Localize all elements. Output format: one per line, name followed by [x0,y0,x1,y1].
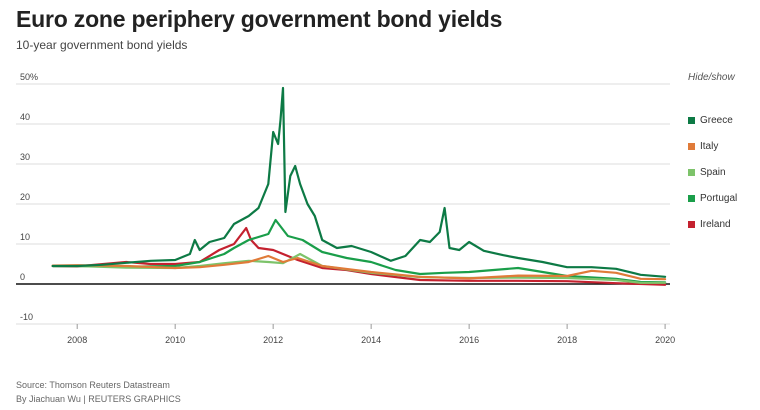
series-line-portugal [51,218,667,284]
y-tick-label: 10 [20,232,30,242]
x-tick-label: 2018 [557,335,577,345]
credit-note: By Jiachuan Wu | REUTERS GRAPHICS [16,394,181,404]
y-tick-label: 50% [20,72,38,82]
greece-swatch-icon [688,116,695,124]
legend-label-portugal: Portugal [700,192,738,204]
x-tick-label: 2016 [459,335,479,345]
source-note: Source: Thomson Reuters Datastream [16,380,170,390]
x-tick-label: 2010 [165,335,185,345]
portugal-swatch-icon [688,194,695,202]
legend-label-ireland: Ireland [700,218,731,230]
legend-item-greece[interactable]: Greece [688,107,758,133]
hide-show-toggle[interactable]: Hide/show [688,72,735,83]
spain-swatch-icon [688,168,695,176]
x-tick-label: 2012 [263,335,283,345]
legend-item-ireland[interactable]: Ireland [688,211,758,237]
y-tick-label: 30 [20,152,30,162]
legend-item-spain[interactable]: Spain [688,159,758,185]
y-tick-label: 40 [20,112,30,122]
line-chart: -10 0 10 20 30 40 50% 2008 2010 2012 2014 2016 2018 2… [16,72,675,345]
y-tick-label: -10 [20,312,33,322]
footer: Source: Thomson Reuters Datastream By Ji… [16,378,181,406]
x-tick-label: 2008 [67,335,87,345]
series-line-spain [51,252,667,284]
series-line-italy [51,254,667,281]
y-tick-label: 20 [20,192,30,202]
x-tick-label: 2014 [361,335,381,345]
series-line-ireland [51,226,667,286]
legend-item-italy[interactable]: Italy [688,133,758,159]
y-tick-label: 0 [20,272,25,282]
grid-layer [16,83,670,325]
italy-swatch-icon [688,142,695,150]
legend-item-portugal[interactable]: Portugal [688,185,758,211]
chart-subtitle: 10-year government bond yields [16,38,188,52]
legend-label-italy: Italy [700,140,719,152]
x-tick-label: 2020 [655,335,675,345]
legend: Hide/show Greece Italy Spain Portugal Ir… [688,72,758,237]
legend-label-greece: Greece [700,114,733,126]
series-layer [51,86,667,286]
chart-title: Euro zone periphery government bond yiel… [16,6,503,32]
legend-label-spain: Spain [700,166,726,178]
axis-layer: -10 0 10 20 30 40 50% 2008 2010 2012 2014 2016 2018 2… [20,72,675,345]
ireland-swatch-icon [688,220,695,228]
series-line-greece [51,86,667,278]
